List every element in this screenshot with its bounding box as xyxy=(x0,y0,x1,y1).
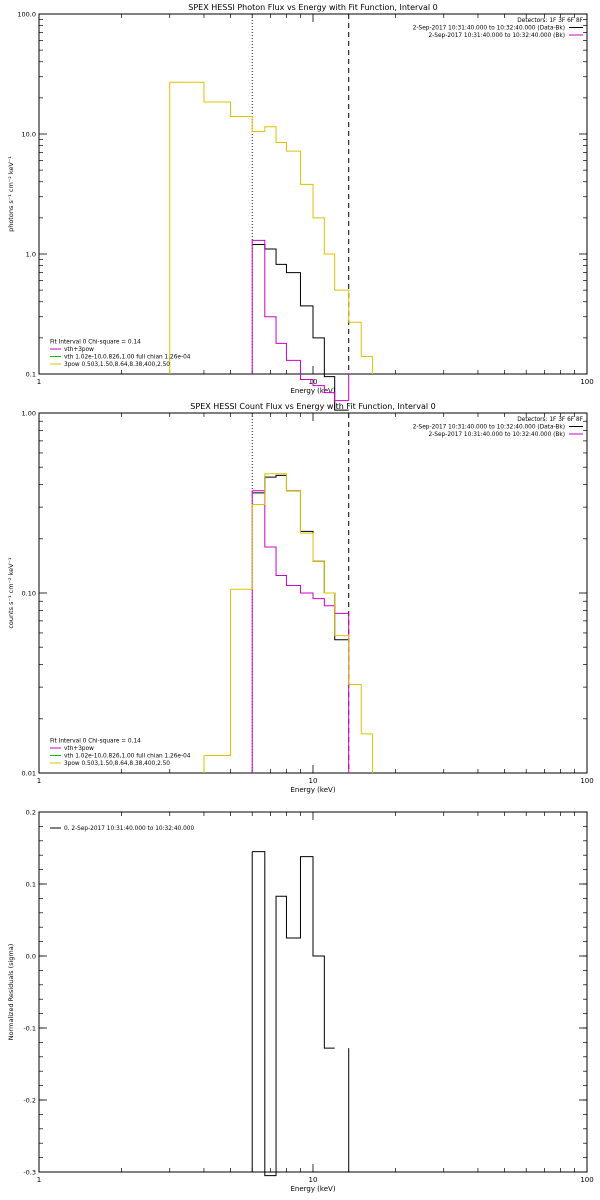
legend-entry: 3pow 0.503,1.50,8.64,8.38,400,2.50 xyxy=(64,362,170,368)
chart-panel-2: SPEX HESSI Count Flux vs Energy with Fit… xyxy=(7,402,594,794)
y-tick-label: -0.1 xyxy=(23,1025,36,1033)
legend-entry: 0. 2-Sep-2017 10:31:40.000 to 10:32:40.0… xyxy=(64,826,194,832)
y-tick-label: 0.2 xyxy=(26,809,36,817)
y-tick-label: 0.1 xyxy=(26,881,36,889)
legend-entry: vth+3pow xyxy=(64,746,94,752)
y-tick-label: -0.2 xyxy=(23,1097,36,1105)
x-tick-label: 100 xyxy=(580,1176,593,1184)
chart-title: SPEX HESSI Photon Flux vs Energy with Fi… xyxy=(188,3,438,12)
y-tick-label: 10.0 xyxy=(22,131,36,139)
series-line-model-3pow xyxy=(169,81,373,357)
x-tick-label: 100 xyxy=(580,777,593,785)
legend-entry: 3pow 0.503,1.50,8.64,8.38,400,2.50 xyxy=(64,761,170,767)
x-axis-label: Energy (keV) xyxy=(290,1185,335,1193)
x-axis-label: Energy (keV) xyxy=(290,387,335,395)
y-tick-label: 100.0 xyxy=(17,11,36,19)
x-tick-label: 10 xyxy=(309,777,318,785)
x-axis-label: Energy (keV) xyxy=(290,786,335,794)
legend-entry: Detectors: 1F 3F 6F 8F xyxy=(517,18,583,24)
y-tick-label: 0.01 xyxy=(22,770,36,778)
chart-panel-3: 1 10 100 -0.3 -0.2 -0.1 0.0 0.1 0.2 Energy (keV) N… xyxy=(7,809,594,1194)
legend-entry: vth 1.02e-10,0.826,1.00 full chian 1.26e… xyxy=(64,754,191,760)
legend-entry: 2-Sep-2017 10:31:40.000 to 10:32:40.000 … xyxy=(429,33,565,39)
y-tick-label: -0.3 xyxy=(23,1169,36,1177)
y-tick-label: 0.10 xyxy=(22,590,36,598)
y-axis-label: photons s⁻¹ cm⁻² keV⁻¹ xyxy=(7,156,15,232)
legend-entry: 2-Sep-2017 10:31:40.000 to 10:32:40.000 … xyxy=(429,432,565,438)
chart-panel-1: SPEX HESSI Photon Flux vs Energy with Fi… xyxy=(7,3,594,411)
x-tick-label: 1 xyxy=(37,1176,41,1184)
legend-entry: 2-Sep-2017 10:31:40.000 to 10:32:40.000 … xyxy=(413,425,565,431)
x-tick-label: 100 xyxy=(580,378,593,386)
legend-entry: vth+3pow xyxy=(64,347,94,353)
legend-header: Fit Interval 0 Chi-square = 0.14 xyxy=(50,340,141,346)
series-line-bk xyxy=(252,239,349,402)
x-tick-label: 10 xyxy=(309,1176,318,1184)
y-tick-label: 0.0 xyxy=(26,953,36,961)
y-tick-label: 0.1 xyxy=(26,371,36,379)
x-tick-label: 1 xyxy=(37,378,41,386)
series-line-bk xyxy=(252,490,349,614)
series-line-residuals xyxy=(252,851,335,1177)
legend-header: Fit Interval 0 Chi-square = 0.14 xyxy=(50,739,141,745)
series-line-data-bk xyxy=(252,244,349,411)
x-tick-label: 1 xyxy=(37,777,41,785)
y-axis-label: counts s⁻¹ cm⁻² keV⁻¹ xyxy=(7,557,15,629)
series-line-model-3pow xyxy=(203,473,373,757)
chart-title: SPEX HESSI Count Flux vs Energy with Fit… xyxy=(190,402,435,411)
legend-entry: vth 1.02e-10,0.826,1.00 full chian 1.26e… xyxy=(64,355,191,361)
legend-entry: Detectors: 1F 3F 6F 8F xyxy=(517,417,583,423)
y-axis-label: Normalized Residuals (sigma) xyxy=(7,944,15,1041)
y-tick-label: 1.00 xyxy=(22,410,36,418)
legend-entry: 2-Sep-2017 10:31:40.000 to 10:32:40.000 … xyxy=(413,26,565,32)
y-tick-label: 1.0 xyxy=(26,251,36,259)
